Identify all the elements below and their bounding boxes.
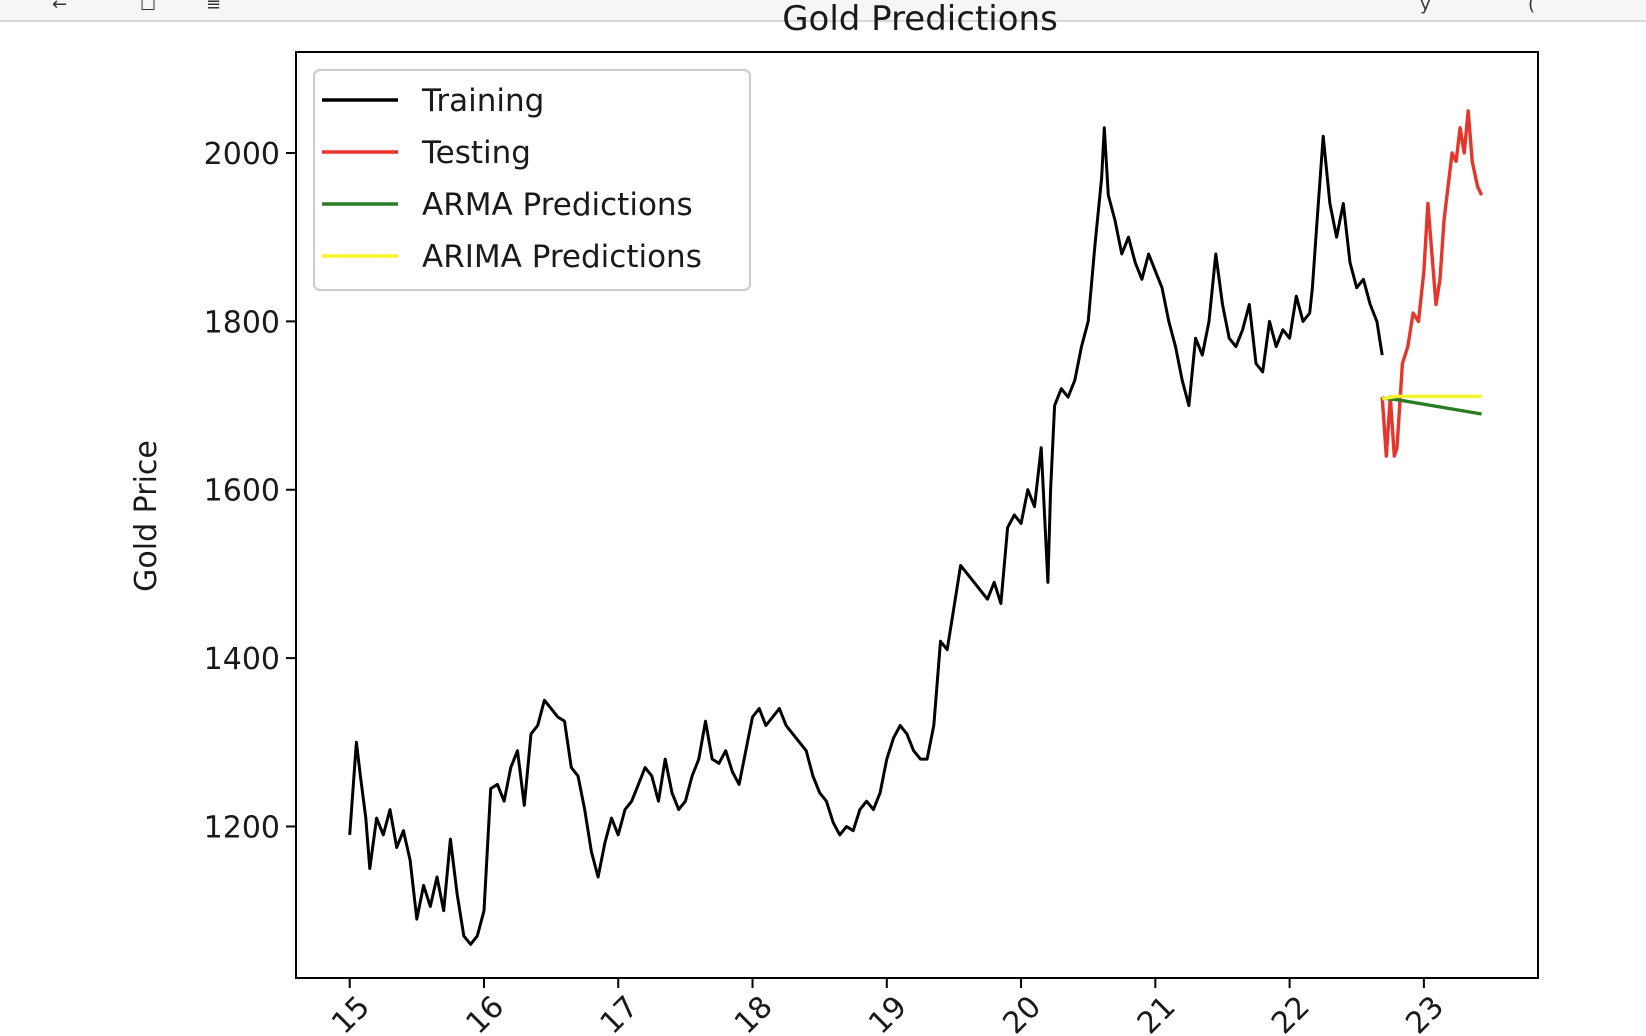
- series-line-arima-predictions: [1381, 394, 1482, 401]
- chart-title: Gold Predictions: [782, 0, 1058, 39]
- y-tick-label-2000: 2000: [204, 137, 280, 172]
- y-tick-label-1800: 1800: [204, 305, 280, 340]
- x-tick-label-23: 23: [1399, 989, 1451, 1036]
- legend-label-arima-predictions: ARIMA Predictions: [422, 239, 702, 275]
- legend: Training Testing ARMA Predictions ARIMA Pre…: [313, 69, 751, 291]
- back-icon[interactable]: ←: [52, 0, 68, 15]
- x-axis: 15 16 17 18 19 20 21 22 23: [325, 978, 1451, 1036]
- x-tick-label-15: 15: [325, 989, 377, 1036]
- x-tick-label-21: 21: [1131, 989, 1183, 1036]
- legend-box: [313, 69, 751, 291]
- x-tick-label-17: 17: [594, 989, 646, 1036]
- menu-icon[interactable]: ≡: [206, 0, 222, 15]
- window-toolbar: ← ☐ ≡ y (: [0, 0, 1646, 22]
- toolbar-paren-fragment: (: [1528, 0, 1536, 15]
- series-line-training: [348, 126, 1384, 946]
- toolbar-text-fragment: y: [1420, 0, 1431, 15]
- y-tick-label-1200: 1200: [204, 810, 280, 845]
- x-tick-label-19: 19: [862, 989, 914, 1036]
- legend-label-arma-predictions: ARMA Predictions: [422, 187, 693, 223]
- x-tick-label-16: 16: [459, 989, 511, 1036]
- series-layer: [348, 109, 1484, 946]
- window-icon[interactable]: ☐: [140, 0, 157, 15]
- legend-label-training: Training: [421, 83, 544, 119]
- series-line-testing: [1380, 109, 1484, 458]
- y-tick-label-1400: 1400: [204, 642, 280, 677]
- x-tick-label-20: 20: [996, 989, 1048, 1036]
- y-axis-label: Gold Price: [129, 440, 164, 592]
- legend-label-testing: Testing: [421, 135, 531, 171]
- x-tick-label-18: 18: [728, 989, 780, 1036]
- y-axis: 1200 1400 1600 1800 2000: [204, 137, 296, 845]
- y-tick-label-1600: 1600: [204, 474, 280, 509]
- x-tick-label-22: 22: [1265, 989, 1317, 1036]
